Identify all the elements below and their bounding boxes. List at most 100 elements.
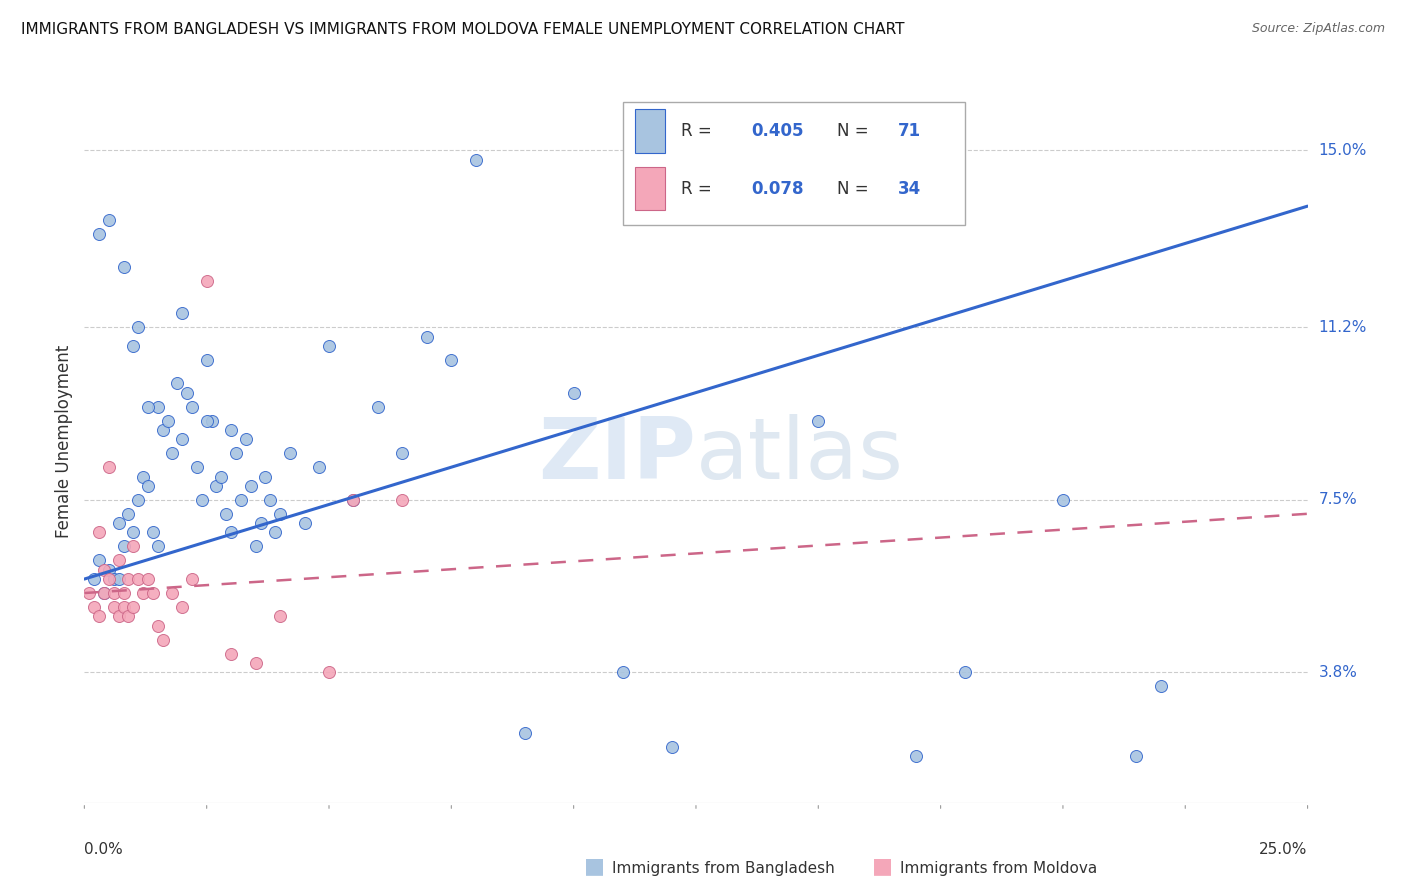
- Point: [87, 525, 110, 540]
- Point: [225, 446, 247, 460]
- Point: [245, 540, 267, 554]
- Point: [269, 609, 291, 624]
- Point: [107, 553, 129, 567]
- Point: [146, 540, 169, 554]
- Point: [87, 553, 110, 567]
- Point: [97, 460, 120, 475]
- Point: [181, 572, 204, 586]
- Point: [1125, 749, 1147, 764]
- Point: [136, 572, 159, 586]
- Point: [807, 413, 830, 427]
- Point: [83, 572, 105, 586]
- Text: ZIP: ZIP: [538, 415, 696, 498]
- Point: [612, 665, 634, 680]
- Text: 7.5%: 7.5%: [1319, 492, 1357, 508]
- Point: [278, 446, 301, 460]
- FancyBboxPatch shape: [623, 102, 965, 225]
- Point: [172, 600, 194, 615]
- Point: [294, 516, 316, 530]
- Point: [259, 492, 281, 507]
- Point: [205, 479, 228, 493]
- Point: [367, 400, 389, 414]
- Point: [513, 726, 536, 740]
- Point: [758, 167, 780, 181]
- Point: [107, 516, 129, 530]
- Point: [142, 586, 165, 600]
- Point: [87, 609, 110, 624]
- Point: [112, 586, 135, 600]
- Text: 0.405: 0.405: [751, 122, 803, 140]
- Point: [245, 656, 267, 670]
- Point: [162, 446, 184, 460]
- Point: [77, 586, 100, 600]
- Point: [195, 413, 218, 427]
- Point: [83, 600, 105, 615]
- Point: [219, 525, 242, 540]
- Point: [97, 572, 120, 586]
- Point: [156, 413, 179, 427]
- Point: [117, 507, 139, 521]
- Point: [318, 665, 340, 680]
- Point: [264, 525, 287, 540]
- Point: [209, 469, 232, 483]
- Point: [132, 586, 155, 600]
- Text: Immigrants from Bangladesh: Immigrants from Bangladesh: [612, 861, 834, 876]
- Point: [172, 306, 194, 320]
- Point: [200, 413, 222, 427]
- Text: 15.0%: 15.0%: [1319, 143, 1367, 158]
- Point: [112, 540, 135, 554]
- Point: [93, 586, 115, 600]
- Point: [152, 632, 174, 647]
- Point: [464, 153, 486, 167]
- FancyBboxPatch shape: [636, 167, 665, 211]
- Point: [1052, 492, 1074, 507]
- Point: [107, 572, 129, 586]
- Point: [229, 492, 252, 507]
- Point: [308, 460, 330, 475]
- Point: [905, 749, 928, 764]
- Text: N =: N =: [837, 122, 873, 140]
- Text: IMMIGRANTS FROM BANGLADESH VS IMMIGRANTS FROM MOLDOVA FEMALE UNEMPLOYMENT CORREL: IMMIGRANTS FROM BANGLADESH VS IMMIGRANTS…: [21, 22, 904, 37]
- Text: ■: ■: [583, 856, 605, 876]
- Point: [136, 479, 159, 493]
- Point: [953, 665, 976, 680]
- Point: [122, 600, 145, 615]
- Point: [103, 572, 125, 586]
- Point: [342, 492, 364, 507]
- Point: [122, 339, 145, 353]
- Point: [103, 600, 125, 615]
- Point: [195, 274, 218, 288]
- Point: [191, 492, 214, 507]
- Text: ■: ■: [872, 856, 893, 876]
- Point: [117, 572, 139, 586]
- Point: [249, 516, 271, 530]
- Text: R =: R =: [682, 122, 717, 140]
- Text: 34: 34: [898, 179, 921, 198]
- Point: [391, 446, 413, 460]
- Text: 3.8%: 3.8%: [1319, 665, 1358, 680]
- Point: [342, 492, 364, 507]
- Text: 25.0%: 25.0%: [1260, 842, 1308, 856]
- Point: [416, 329, 439, 343]
- Point: [235, 432, 257, 446]
- Point: [162, 586, 184, 600]
- Point: [146, 400, 169, 414]
- Point: [440, 353, 463, 368]
- Point: [215, 507, 238, 521]
- Point: [661, 739, 683, 754]
- Point: [152, 423, 174, 437]
- Text: 11.2%: 11.2%: [1319, 320, 1367, 334]
- Point: [117, 609, 139, 624]
- Point: [112, 260, 135, 274]
- Text: 71: 71: [898, 122, 921, 140]
- Point: [176, 385, 198, 400]
- Point: [122, 540, 145, 554]
- Point: [103, 586, 125, 600]
- Point: [186, 460, 208, 475]
- Point: [93, 586, 115, 600]
- Text: atlas: atlas: [696, 415, 904, 498]
- Point: [391, 492, 413, 507]
- Point: [107, 609, 129, 624]
- Point: [112, 600, 135, 615]
- Point: [254, 469, 277, 483]
